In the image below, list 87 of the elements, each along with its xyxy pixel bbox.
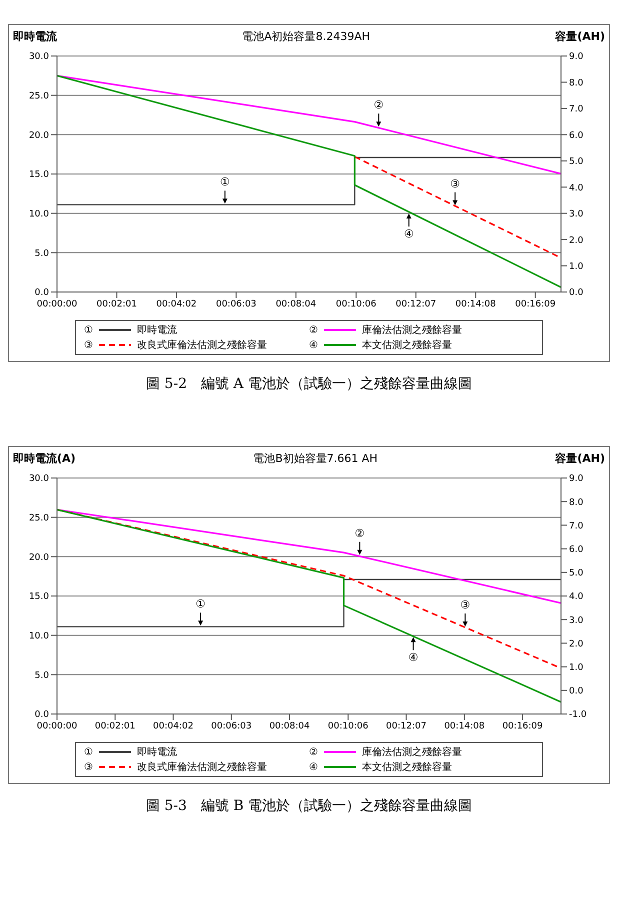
y2-tick-label: 4.0 [569,183,584,194]
y2-tick-label: 5.0 [569,568,584,579]
annotation: ① [196,598,206,611]
x-tick-label: 00:16:09 [515,299,556,310]
legend-label: 本文估測之殘餘容量 [362,338,452,352]
legend-label: 庫倫法估測之殘餘容量 [362,746,462,759]
y2-tick-label: 5.0 [569,157,584,168]
y2-tick-label: 0.0 [569,288,584,298]
x-tick-label: 00:10:06 [336,299,377,310]
x-tick-label: 00:08:04 [276,299,316,310]
annotation: ③ [460,598,470,612]
x-tick-label: 00:14:08 [455,299,496,310]
chart-title: 電池B初始容量7.661 AH [253,451,378,466]
chart-title: 電池A初始容量8.2439AH [242,29,370,44]
y-tick-label: 30.0 [28,474,50,484]
legend-label: 本文估測之殘餘容量 [362,760,452,774]
y2-tick-label: 2.0 [569,639,584,650]
caption: 圖 5-3 編號 B 電池於（試驗一）之殘餘容量曲線圖 [144,797,474,815]
annotation: ③ [450,177,460,190]
y-tick-label: 5.0 [34,248,50,259]
annotation: ① [220,176,230,189]
x-tick-label: 00:06:03 [216,299,256,310]
y2-tick-label: -1.0 [569,710,587,720]
y2-axis-title: 容量(AH) [555,29,605,44]
legend-label: 改良式庫倫法估測之殘餘容量 [136,760,267,774]
y-tick-label: 0.0 [34,710,50,720]
x-tick-label: 00:14:08 [444,721,485,732]
x-tick-label: 00:10:06 [328,721,369,732]
text: ② [309,746,318,758]
text: ④ [309,762,318,772]
annotation: ④ [404,228,414,241]
x-tick-label: 00:00:00 [36,299,78,310]
y2-tick-label: 1.0 [569,262,584,272]
y2-tick-label: 0.0 [569,686,584,697]
x-tick-label: 00:16:09 [502,721,544,732]
y2-tick-label: 1.0 [569,662,584,673]
text: ① [84,746,93,758]
y-tick-label: 0.0 [34,288,50,298]
x-tick-label: 00:12:07 [396,299,436,310]
y-tick-label: 15.0 [28,592,50,602]
y2-axis-title: 容量(AH) [555,451,605,466]
text: ① [84,324,93,336]
legend-label: 即時電流 [136,746,177,759]
y-tick-label: 15.0 [28,170,50,180]
y2-tick-label: 7.0 [569,104,584,115]
y-tick-label: 20.0 [28,552,50,563]
y2-tick-label: 8.0 [569,78,584,88]
y2-tick-label: 6.0 [569,544,584,555]
text: ③ [84,762,93,772]
x-tick-label: 00:02:01 [96,299,137,310]
y-axis-title: 即時電流 [13,29,57,44]
x-tick-label: 00:06:03 [211,721,252,732]
x-tick-label: 00:02:01 [94,721,136,732]
text: ③ [84,340,93,350]
y2-tick-label: 9.0 [569,52,584,62]
y2-tick-label: 6.0 [569,130,584,141]
x-tick-label: 00:04:02 [153,721,194,732]
annotation: ② [354,526,365,540]
y-tick-label: 5.0 [34,670,50,681]
y-tick-label: 30.0 [28,52,50,62]
legend-label: 即時電流 [136,324,177,337]
y-tick-label: 25.0 [28,514,50,524]
y-axis-title: 即時電流(A) [13,451,76,466]
x-tick-label: 00:00:00 [36,721,78,732]
x-tick-label: 00:04:02 [156,299,197,310]
y2-tick-label: 8.0 [569,498,584,508]
y-tick-label: 10.0 [28,210,50,220]
x-tick-label: 00:12:07 [386,721,426,732]
y2-tick-label: 3.0 [569,616,584,626]
text: ④ [309,340,318,350]
y-tick-label: 10.0 [28,632,50,642]
y-tick-label: 20.0 [28,130,50,141]
y2-tick-label: 3.0 [569,210,584,220]
y2-tick-label: 9.0 [569,474,584,484]
legend-label: 庫倫法估測之殘餘容量 [362,324,462,337]
line-series [57,74,561,288]
caption: 圖 5-2 編號 A 電池於（試驗一）之殘餘容量曲線圖 [144,375,473,393]
y-tick-label: 25.0 [28,92,50,102]
x-tick-label: 00:08:04 [269,721,310,732]
legend-label: 改良式庫倫法估測之殘餘容量 [136,338,267,352]
line-series [57,508,561,703]
text: ② [309,324,318,336]
annotation: ② [374,98,384,112]
y2-tick-label: 2.0 [569,236,584,246]
annotation: ④ [408,651,418,664]
y2-tick-label: 4.0 [569,592,584,602]
y2-tick-label: 7.0 [569,521,584,532]
